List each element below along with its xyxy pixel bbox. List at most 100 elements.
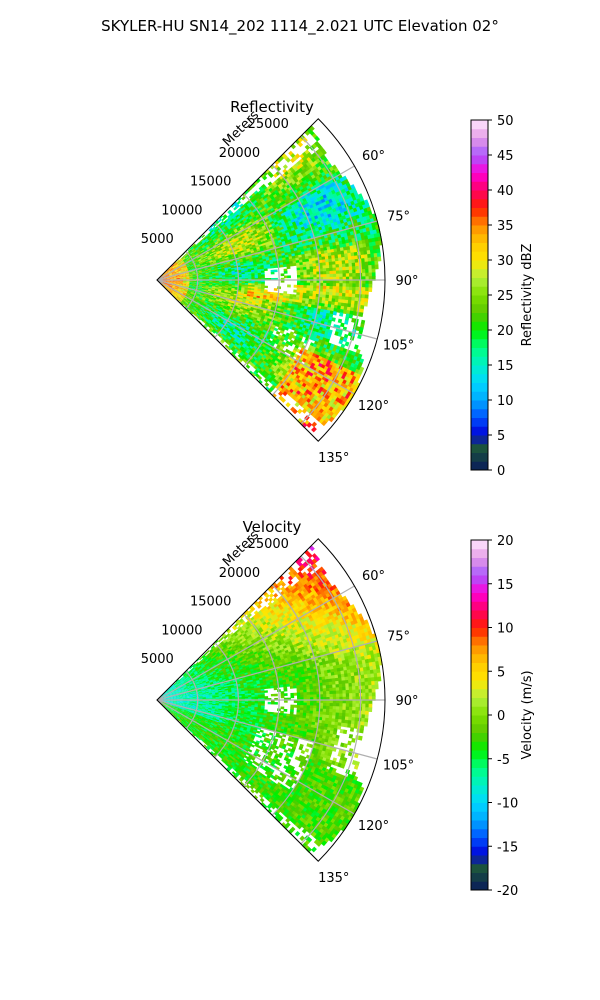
- data-cell: [239, 226, 245, 230]
- data-cell: [219, 236, 224, 240]
- data-cell: [166, 283, 170, 285]
- data-cell: [185, 284, 190, 286]
- data-cell: [225, 248, 230, 251]
- data-cell: [172, 292, 176, 295]
- data-cell: [209, 252, 214, 256]
- data-cell: [254, 272, 259, 276]
- data-cell: [169, 281, 174, 283]
- data-cell: [194, 299, 198, 302]
- data-cell: [180, 266, 184, 270]
- data-cell: [191, 268, 195, 271]
- data-cell: [214, 302, 219, 305]
- data-cell: [223, 304, 228, 308]
- data-cell: [197, 317, 201, 321]
- data-cell: [184, 289, 189, 291]
- data-cell: [183, 291, 188, 295]
- data-cell: [200, 301, 205, 304]
- data-cell: [177, 290, 181, 293]
- data-cell: [241, 244, 246, 248]
- data-cell: [244, 284, 249, 287]
- data-cell: [185, 285, 190, 287]
- data-cell: [199, 302, 204, 306]
- data-cell: [185, 301, 189, 305]
- data-cell: [211, 289, 216, 292]
- data-cell: [237, 242, 242, 246]
- data-cell: [283, 275, 288, 279]
- data-cell: [273, 288, 278, 291]
- data-cell: [187, 258, 191, 262]
- data-cell: [184, 269, 189, 272]
- data-cell: [206, 304, 211, 307]
- data-cell: [257, 287, 262, 290]
- data-cell: [163, 278, 168, 280]
- data-cell: [208, 237, 213, 241]
- data-cell: [224, 221, 229, 225]
- data-cell: [173, 261, 177, 265]
- data-cell: [178, 271, 183, 274]
- data-cell: [200, 248, 204, 252]
- data-cell: [232, 239, 237, 244]
- data-cell: [258, 313, 263, 317]
- data-cell: [224, 246, 229, 250]
- data-cell: [165, 283, 170, 286]
- data-cell: [185, 262, 190, 266]
- data-cell: [226, 219, 231, 223]
- data-cell: [208, 299, 213, 303]
- data-cell: [162, 275, 167, 278]
- data-cell: [169, 281, 174, 283]
- data-cell: [234, 255, 239, 258]
- data-cell: [183, 267, 188, 270]
- data-cell: [174, 263, 179, 267]
- data-cell: [231, 318, 236, 322]
- data-cell: [233, 321, 238, 325]
- data-cell: [185, 272, 190, 275]
- data-cell: [193, 306, 198, 310]
- data-cell: [185, 288, 189, 290]
- data-cell: [220, 222, 225, 226]
- data-cell: [180, 291, 184, 294]
- data-cell: [236, 234, 241, 238]
- data-cell: [176, 276, 181, 278]
- data-cell: [251, 284, 255, 288]
- data-cell: [244, 281, 249, 284]
- data-cell: [234, 326, 239, 331]
- data-cell: [176, 260, 180, 263]
- data-cell: [188, 296, 192, 300]
- data-cell: [182, 257, 187, 261]
- data-cell: [180, 302, 184, 306]
- data-cell: [186, 299, 191, 303]
- data-cell: [169, 277, 174, 279]
- data-cell: [191, 309, 195, 313]
- data-cell: [169, 267, 173, 271]
- data-cell: [175, 272, 179, 274]
- data-cell: [220, 334, 225, 339]
- data-cell: [182, 272, 186, 275]
- data-cell: [173, 278, 177, 279]
- data-cell: [225, 228, 230, 232]
- data-cell: [207, 290, 212, 293]
- data-cell: [231, 237, 236, 241]
- data-cell: [219, 335, 224, 340]
- data-cell: [191, 253, 196, 257]
- data-cell: [197, 266, 202, 269]
- data-cell: [188, 285, 193, 288]
- data-cell: [227, 303, 232, 306]
- data-cell: [202, 246, 207, 250]
- data-cell: [257, 272, 262, 276]
- data-cell: [185, 301, 189, 304]
- data-cell: [165, 284, 170, 286]
- data-cell: [208, 313, 212, 317]
- data-cell: [177, 262, 182, 265]
- data-cell: [207, 320, 212, 324]
- data-cell: [212, 280, 217, 283]
- data-cell: [218, 301, 223, 304]
- data-cell: [212, 243, 217, 247]
- data-cell: [197, 299, 202, 303]
- data-cell: [214, 301, 219, 304]
- data-cell: [162, 273, 166, 277]
- data-cell: [217, 302, 222, 305]
- data-cell: [224, 254, 229, 257]
- data-cell: [173, 281, 177, 283]
- data-cell: [243, 316, 248, 321]
- data-cell: [207, 289, 212, 292]
